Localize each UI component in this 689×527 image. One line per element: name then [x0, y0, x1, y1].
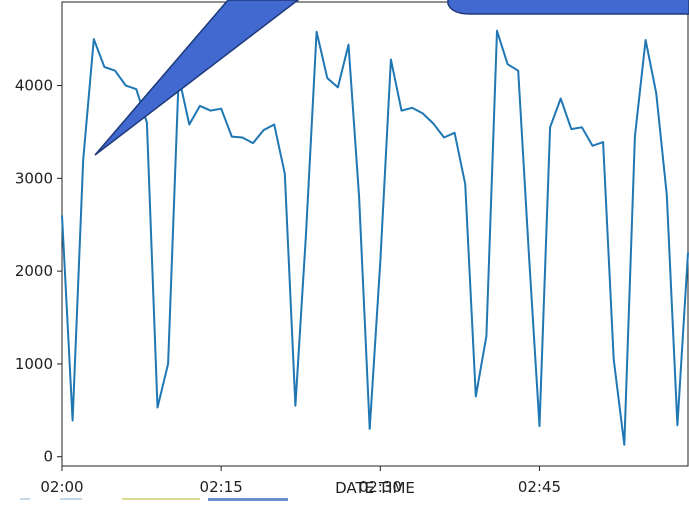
x-tick-label: 02:30	[359, 478, 402, 496]
plot-border	[61, 1, 689, 467]
y-axis: 0 1000 2000 3000 4000	[15, 77, 62, 466]
series-line	[61, 29, 689, 446]
y-tick-label: 0	[43, 448, 53, 466]
x-tick-label: 02:45	[518, 478, 561, 496]
x-axis-title: DATE TIME	[335, 479, 415, 497]
bottom-artifacts	[20, 498, 288, 501]
x-tick-label: 02:15	[200, 478, 243, 496]
callout-pointer	[94, 0, 300, 156]
y-tick-label: 2000	[15, 262, 53, 280]
x-tick-label: 02:00	[40, 478, 83, 496]
y-tick-label: 1000	[15, 355, 53, 373]
y-tick-label: 3000	[15, 169, 53, 187]
x-axis: 02:00 02:15 02:30 02:45	[40, 466, 561, 496]
y-tick-label: 4000	[15, 77, 53, 95]
plot-area	[61, 1, 689, 467]
callout-box	[447, 0, 689, 15]
